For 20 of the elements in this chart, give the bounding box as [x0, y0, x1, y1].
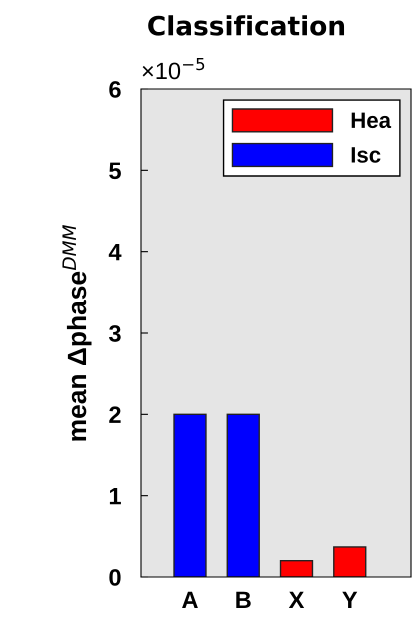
y-tick-label: 6: [109, 81, 121, 98]
x-tick-label: B: [236, 592, 251, 608]
x-tick-label: A: [182, 592, 198, 608]
y-tick-label: 5: [109, 162, 121, 180]
bar: [226, 414, 260, 577]
chart-title: Classification: [148, 15, 344, 36]
x-tick-label: X: [288, 592, 304, 608]
y-tick-label: 2: [109, 406, 121, 423]
y-tick-label: 4: [108, 244, 122, 260]
bar: [333, 546, 366, 577]
bar: [280, 560, 314, 577]
bar: [173, 414, 207, 577]
y-tick-label: 1: [110, 488, 121, 504]
y-tick-label: 3: [108, 325, 121, 342]
x-tick-label: Y: [342, 592, 358, 608]
legend-label: Hea: [352, 112, 392, 128]
legend-label: Isc: [352, 147, 380, 163]
text: ×10$^{−5}$: [142, 58, 204, 80]
y-tick-label: 0: [109, 569, 121, 586]
y-axis-title: mean Δphase$^{DMM}$: [62, 225, 92, 441]
